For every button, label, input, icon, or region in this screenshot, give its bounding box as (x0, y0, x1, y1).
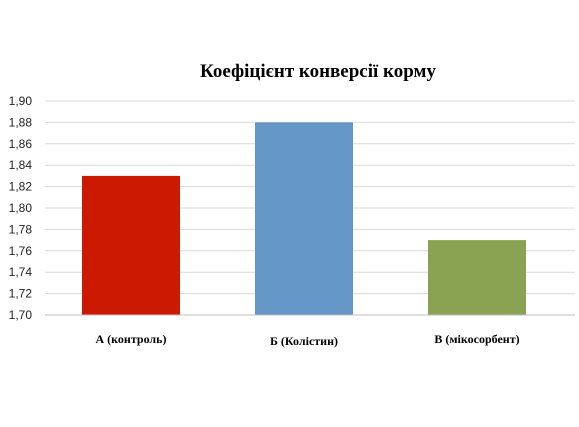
y-tick-label: 1,86 (9, 137, 33, 151)
y-tick-label: 1,78 (9, 222, 33, 236)
y-tick-label: 1,72 (9, 287, 33, 301)
bars (82, 122, 526, 316)
x-category-label: Б (Колістин) (270, 334, 338, 348)
y-tick-label: 1,84 (9, 158, 33, 172)
y-tick-label: 1,88 (9, 115, 33, 129)
y-tick-label: 1,70 (9, 308, 33, 322)
bar (82, 175, 180, 315)
bar (428, 240, 526, 315)
x-category-label: А (контроль) (96, 332, 167, 346)
y-tick-label: 1,82 (9, 180, 33, 194)
y-tick-label: 1,80 (9, 201, 33, 215)
y-tick-label: 1,74 (9, 265, 33, 279)
y-tick-label: 1,76 (9, 244, 33, 258)
chart-title: Коефіцієнт конверсії корму (200, 61, 436, 82)
x-axis-categories: А (контроль) Б (Колістин) В (мікосорбент) (96, 332, 520, 348)
x-category-label: В (мікосорбент) (434, 332, 519, 346)
bar (255, 122, 353, 316)
y-tick-label: 1,90 (9, 94, 33, 108)
y-axis-ticks: 1,70 1,72 1,74 1,76 1,78 1,80 1,82 1,84 1,86 1,88… (9, 94, 33, 322)
